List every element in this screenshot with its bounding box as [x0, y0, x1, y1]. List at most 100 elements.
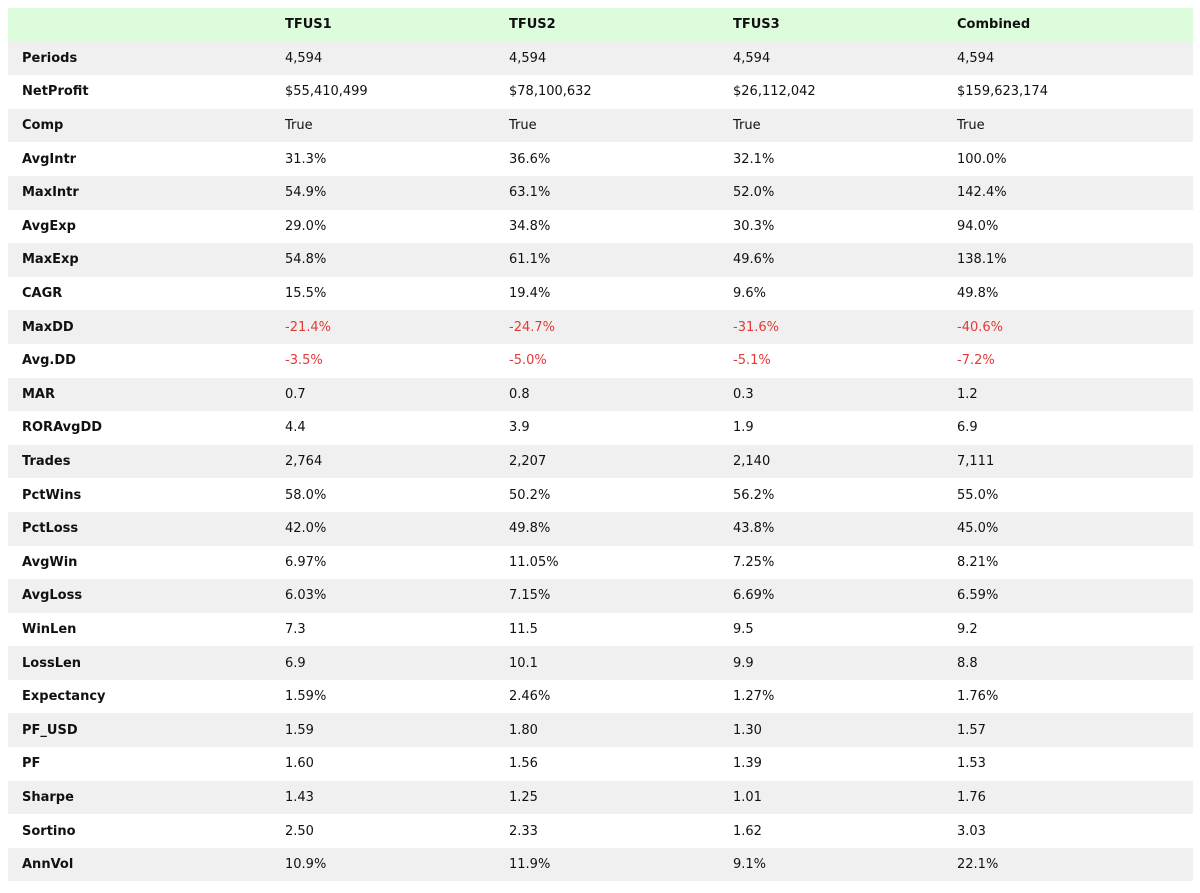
- row-label: RORAvgDD: [22, 420, 103, 436]
- table-cell: 8.8: [957, 655, 978, 671]
- table-row: Sharpe 1.43 1.25 1.01 1.76: [8, 780, 1193, 815]
- table-cell: 100.0%: [957, 151, 1007, 167]
- table-cell: -7.2%: [957, 353, 995, 369]
- table-cell: $78,100,632: [509, 84, 592, 100]
- table-row: Sortino 2.50 2.33 1.62 3.03: [8, 814, 1193, 848]
- table-cell: 9.5: [733, 621, 754, 637]
- row-label: NetProfit: [22, 84, 89, 100]
- row-label: Trades: [22, 454, 71, 470]
- table-cell: 1.43: [285, 789, 314, 805]
- header-cell-tfus1: TFUS1: [285, 17, 332, 33]
- table-cell: 8.21%: [957, 554, 999, 570]
- table-cell: 1.53: [957, 756, 986, 772]
- table-row: Trades 2,764 2,207 2,140 7,111: [8, 444, 1193, 479]
- table-cell: 50.2%: [509, 487, 551, 503]
- table-cell: 2.46%: [509, 689, 551, 705]
- table-row: PF_USD 1.59 1.80 1.30 1.57: [8, 713, 1193, 748]
- row-label: PF: [22, 756, 41, 772]
- table-row: PctLoss 42.0% 49.8% 43.8% 45.0%: [8, 511, 1193, 546]
- table-cell: 1.25: [509, 789, 538, 805]
- stats-table-container: TFUS1 TFUS2 TFUS3 Combined Periods 4,594 4…: [8, 8, 1193, 882]
- row-label: PctWins: [22, 487, 82, 503]
- table-cell: 49.8%: [509, 521, 551, 537]
- table-cell: 9.6%: [733, 286, 767, 302]
- table-cell: 58.0%: [285, 487, 327, 503]
- table-cell: True: [733, 118, 761, 134]
- table-cell: 0.8: [509, 386, 530, 402]
- table-cell: 1.27%: [733, 689, 775, 705]
- table-cell: 2.50: [285, 823, 314, 839]
- table-cell: 1.57: [957, 722, 986, 738]
- row-label: MAR: [22, 386, 56, 402]
- table-cell: 49.8%: [957, 286, 999, 302]
- table-cell: 15.5%: [285, 286, 327, 302]
- table-cell: 1.59%: [285, 689, 327, 705]
- row-label: MaxExp: [22, 252, 79, 268]
- table-cell: 45.0%: [957, 521, 999, 537]
- table-cell: 54.9%: [285, 185, 327, 201]
- table-row: MaxExp 54.8% 61.1% 49.6% 138.1%: [8, 243, 1193, 277]
- table-row: Expectancy 1.59% 2.46% 1.27% 1.76%: [8, 679, 1193, 714]
- table-row: PF 1.60 1.56 1.39 1.53: [8, 747, 1193, 781]
- table-cell: 3.03: [957, 823, 986, 839]
- table-cell: 1.60: [285, 756, 314, 772]
- table-cell: 4,594: [733, 50, 771, 66]
- row-label: WinLen: [22, 621, 77, 637]
- table-cell: 6.9: [285, 655, 306, 671]
- table-cell: 1.01: [733, 789, 762, 805]
- table-cell: 0.7: [285, 386, 306, 402]
- table-cell: -5.0%: [509, 353, 547, 369]
- table-row: Avg.DD -3.5% -5.0% -5.1% -7.2%: [8, 343, 1193, 378]
- table-cell: 138.1%: [957, 252, 1007, 268]
- row-label: Expectancy: [22, 689, 106, 705]
- row-label: LossLen: [22, 655, 82, 671]
- table-cell: 142.4%: [957, 185, 1007, 201]
- table-row: CAGR 15.5% 19.4% 9.6% 49.8%: [8, 276, 1193, 311]
- table-row: AnnVol 10.9% 11.9% 9.1% 22.1%: [8, 847, 1193, 882]
- table-cell: 2,764: [285, 454, 323, 470]
- table-cell: 10.1: [509, 655, 538, 671]
- table-row: AvgLoss 6.03% 7.15% 6.69% 6.59%: [8, 579, 1193, 613]
- table-row: MaxDD -21.4% -24.7% -31.6% -40.6%: [8, 310, 1193, 344]
- table-cell: 4,594: [957, 50, 995, 66]
- table-cell: 6.03%: [285, 588, 327, 604]
- table-cell: 7,111: [957, 454, 995, 470]
- table-cell: 55.0%: [957, 487, 999, 503]
- row-label: PctLoss: [22, 521, 79, 537]
- header-cell-combined: Combined: [957, 17, 1031, 33]
- table-cell: 29.0%: [285, 218, 327, 234]
- row-label: AvgLoss: [22, 588, 83, 604]
- header-cell-tfus2: TFUS2: [509, 17, 556, 33]
- table-cell: 1.76%: [957, 689, 999, 705]
- table-cell: 1.9: [733, 420, 754, 436]
- table-header: TFUS1 TFUS2 TFUS3 Combined: [8, 8, 1193, 42]
- header-cell-metric: [8, 8, 271, 42]
- table-cell: 11.5: [509, 621, 538, 637]
- table-cell: 7.25%: [733, 554, 775, 570]
- table-cell: 2,207: [509, 454, 547, 470]
- table-cell: 6.69%: [733, 588, 775, 604]
- table-cell: 61.1%: [509, 252, 551, 268]
- table-cell: 34.8%: [509, 218, 551, 234]
- table-row: LossLen 6.9 10.1 9.9 8.8: [8, 646, 1193, 680]
- table-cell: 1.80: [509, 722, 538, 738]
- table-cell: 11.9%: [509, 857, 551, 873]
- table-cell: 1.76: [957, 789, 986, 805]
- table-cell: 54.8%: [285, 252, 327, 268]
- table-row: MaxIntr 54.9% 63.1% 52.0% 142.4%: [8, 175, 1193, 210]
- table-row: MAR 0.7 0.8 0.3 1.2: [8, 377, 1193, 412]
- table-cell: 49.6%: [733, 252, 775, 268]
- table-cell: 2,140: [733, 454, 771, 470]
- table-row: AvgExp 29.0% 34.8% 30.3% 94.0%: [8, 209, 1193, 244]
- table-cell: 43.8%: [733, 521, 775, 537]
- table-cell: True: [957, 118, 985, 134]
- row-label: MaxIntr: [22, 185, 79, 201]
- table-row: AvgWin 6.97% 11.05% 7.25% 8.21%: [8, 545, 1193, 580]
- row-label: Sharpe: [22, 789, 74, 805]
- table-cell: True: [509, 118, 537, 134]
- table-cell: -24.7%: [509, 319, 555, 335]
- table-cell: 7.15%: [509, 588, 551, 604]
- table-cell: 1.39: [733, 756, 762, 772]
- table-cell: -3.5%: [285, 353, 323, 369]
- table-cell: 1.62: [733, 823, 762, 839]
